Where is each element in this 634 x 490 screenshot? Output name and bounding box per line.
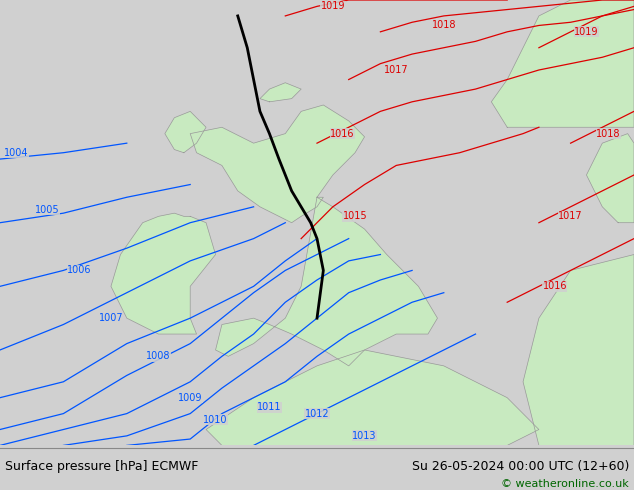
Text: 1010: 1010: [204, 415, 228, 425]
Text: 1016: 1016: [330, 128, 354, 139]
Text: © weatheronline.co.uk: © weatheronline.co.uk: [501, 479, 629, 489]
Text: 1006: 1006: [67, 266, 91, 275]
Polygon shape: [260, 83, 301, 102]
Polygon shape: [206, 350, 539, 445]
Text: 1008: 1008: [146, 351, 171, 361]
Text: 1018: 1018: [597, 128, 621, 139]
Polygon shape: [190, 105, 365, 222]
Text: 1017: 1017: [559, 211, 583, 221]
Polygon shape: [165, 111, 206, 153]
Text: 1009: 1009: [178, 392, 202, 403]
Text: 1007: 1007: [99, 313, 123, 323]
Text: 1019: 1019: [321, 1, 345, 11]
Text: 1019: 1019: [574, 27, 598, 37]
Polygon shape: [586, 134, 634, 222]
Text: 1017: 1017: [384, 65, 408, 75]
Text: Su 26-05-2024 00:00 UTC (12+60): Su 26-05-2024 00:00 UTC (12+60): [411, 460, 629, 473]
Text: Surface pressure [hPa] ECMWF: Surface pressure [hPa] ECMWF: [5, 460, 198, 473]
Text: 1005: 1005: [36, 205, 60, 215]
Text: 1011: 1011: [257, 402, 281, 412]
Text: 1016: 1016: [543, 281, 567, 292]
Text: 1018: 1018: [432, 21, 456, 30]
Text: 1015: 1015: [343, 211, 367, 221]
Polygon shape: [216, 197, 437, 366]
Text: 1012: 1012: [305, 409, 329, 418]
Text: 1004: 1004: [4, 147, 28, 158]
Text: 1013: 1013: [353, 431, 377, 441]
Polygon shape: [111, 213, 216, 334]
Polygon shape: [523, 254, 634, 445]
Polygon shape: [491, 0, 634, 127]
